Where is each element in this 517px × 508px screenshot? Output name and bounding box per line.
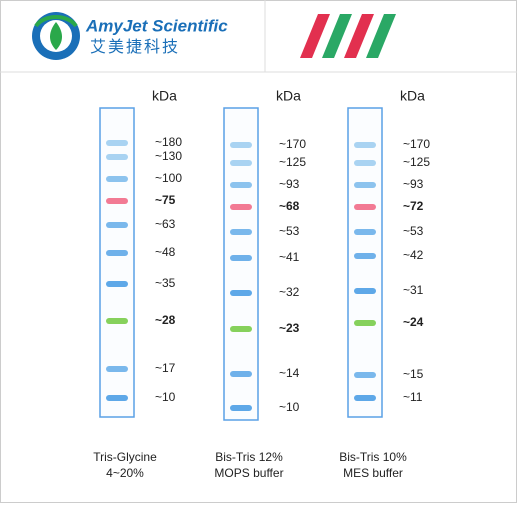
band [106, 198, 128, 204]
band-label: ~125 [279, 155, 306, 169]
band-label: ~48 [155, 245, 176, 259]
brand-emblem [32, 12, 80, 60]
band-label: ~15 [403, 367, 424, 381]
band [230, 371, 252, 377]
lane [347, 107, 383, 418]
band [106, 176, 128, 182]
band [354, 372, 376, 378]
band [354, 395, 376, 401]
band [106, 395, 128, 401]
band-label: ~10 [155, 390, 176, 404]
band-label: ~14 [279, 366, 300, 380]
band-label: ~125 [403, 155, 430, 169]
partner-logo [300, 14, 396, 58]
band [354, 142, 376, 148]
band-label: ~68 [279, 199, 300, 213]
unit-label: kDa [400, 88, 425, 104]
band [106, 222, 128, 228]
band [230, 142, 252, 148]
band [354, 288, 376, 294]
band [354, 160, 376, 166]
band-label: ~31 [403, 283, 424, 297]
band [230, 229, 252, 235]
band [230, 405, 252, 411]
band [354, 182, 376, 188]
band-label: ~35 [155, 276, 176, 290]
band [106, 366, 128, 372]
band [354, 320, 376, 326]
unit-label: kDa [152, 88, 177, 104]
band-label: ~180 [155, 135, 182, 149]
lane-caption: 4~20% [106, 466, 144, 480]
band [230, 326, 252, 332]
band-label: ~170 [403, 137, 430, 151]
band [354, 204, 376, 210]
band [230, 290, 252, 296]
band-label: ~130 [155, 149, 182, 163]
band-label: ~10 [279, 400, 300, 414]
band-label: ~11 [403, 390, 423, 404]
band-label: ~75 [155, 193, 176, 207]
band [230, 182, 252, 188]
band [106, 140, 128, 146]
band-label: ~93 [279, 177, 300, 191]
band-label: ~32 [279, 285, 300, 299]
brand-name-cn: 艾美捷科技 [90, 38, 180, 56]
lane-caption: Bis-Tris 12% [215, 450, 283, 464]
lane-caption: Bis-Tris 10% [339, 450, 407, 464]
band-label: ~42 [403, 248, 424, 262]
lane-caption: MES buffer [343, 466, 403, 480]
band [106, 250, 128, 256]
band [230, 255, 252, 261]
band [106, 318, 128, 324]
band-label: ~100 [155, 171, 182, 185]
band-label: ~170 [279, 137, 306, 151]
band [230, 204, 252, 210]
band-label: ~53 [403, 224, 424, 238]
band-label: ~63 [155, 217, 176, 231]
band [354, 253, 376, 259]
band [106, 154, 128, 160]
lane-caption: Tris-Glycine [93, 450, 157, 464]
band-label: ~93 [403, 177, 424, 191]
unit-label: kDa [276, 88, 301, 104]
band [106, 281, 128, 287]
brand-name: AmyJet Scientific [85, 16, 228, 35]
band-label: ~28 [155, 313, 176, 327]
band-label: ~41 [279, 250, 300, 264]
band-label: ~72 [403, 199, 424, 213]
lane-caption: MOPS buffer [214, 466, 283, 480]
band-label: ~24 [403, 315, 424, 329]
band-label: ~17 [155, 361, 176, 375]
band [230, 160, 252, 166]
band-label: ~53 [279, 224, 300, 238]
lane [223, 107, 259, 421]
band-label: ~23 [279, 321, 300, 335]
band [354, 229, 376, 235]
